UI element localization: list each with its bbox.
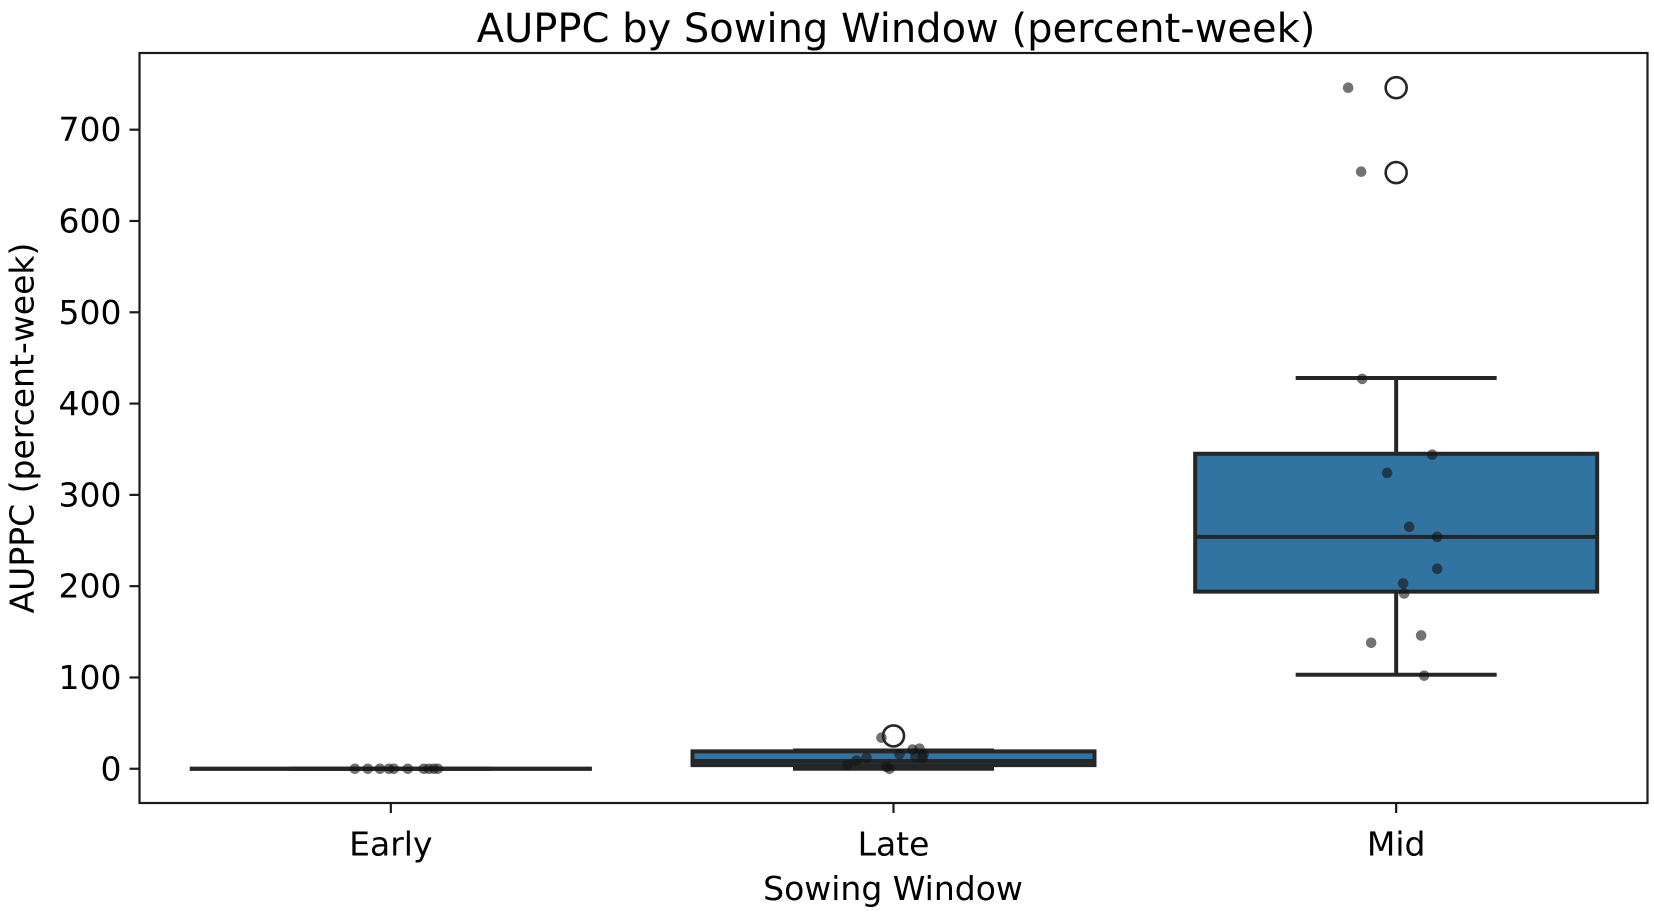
outlier-marker-late xyxy=(881,724,906,748)
strip-point-mid xyxy=(1356,373,1368,385)
outlier-marker-mid xyxy=(1384,160,1408,185)
x-tick-label-mid: Mid xyxy=(1367,825,1426,864)
strip-point-mid xyxy=(1342,82,1354,93)
strip-point-early xyxy=(432,763,444,775)
y-tick-label: 400 xyxy=(59,384,122,423)
y-tick-label: 300 xyxy=(59,475,122,514)
strip-point-mid xyxy=(1355,166,1367,177)
strip-point-late xyxy=(851,755,862,766)
x-axis-label: Sowing Window xyxy=(763,869,1023,908)
strip-point-early xyxy=(402,763,414,775)
strip-point-early xyxy=(362,763,374,775)
strip-point-mid xyxy=(1418,670,1430,681)
strip-point-early xyxy=(374,763,386,775)
strip-point-mid xyxy=(1403,521,1415,533)
x-tick-label-late: Late xyxy=(858,825,930,864)
strip-point-late xyxy=(884,763,895,775)
x-tick-label-early: Early xyxy=(349,825,432,864)
outlier-marker-mid xyxy=(1384,75,1408,100)
strip-point-mid xyxy=(1365,637,1377,649)
strip-point-mid xyxy=(1431,531,1443,543)
chart-title: AUPPC by Sowing Window (percent-week) xyxy=(476,6,1316,52)
strip-point-mid xyxy=(1381,467,1393,479)
strip-point-early xyxy=(388,763,400,775)
y-tick-label: 500 xyxy=(59,293,122,332)
strip-point-late xyxy=(842,759,853,771)
strip-point-mid xyxy=(1431,563,1443,575)
box-mid xyxy=(1193,451,1600,594)
strip-point-mid xyxy=(1398,588,1410,599)
strip-point-late xyxy=(918,748,929,760)
box-late xyxy=(690,749,1097,768)
y-tick-label: 700 xyxy=(59,110,122,149)
strip-point-late xyxy=(894,748,905,760)
strip-point-mid xyxy=(1397,578,1409,589)
y-tick-label: 0 xyxy=(101,749,122,788)
y-tick-label: 600 xyxy=(59,201,122,240)
strip-point-mid xyxy=(1415,630,1427,641)
y-tick-label: 100 xyxy=(59,658,122,697)
strip-point-mid xyxy=(1426,449,1438,461)
strip-point-late xyxy=(861,752,872,764)
y-tick-label: 200 xyxy=(59,567,122,606)
strip-point-early xyxy=(349,763,361,775)
plot-area xyxy=(138,51,1649,805)
